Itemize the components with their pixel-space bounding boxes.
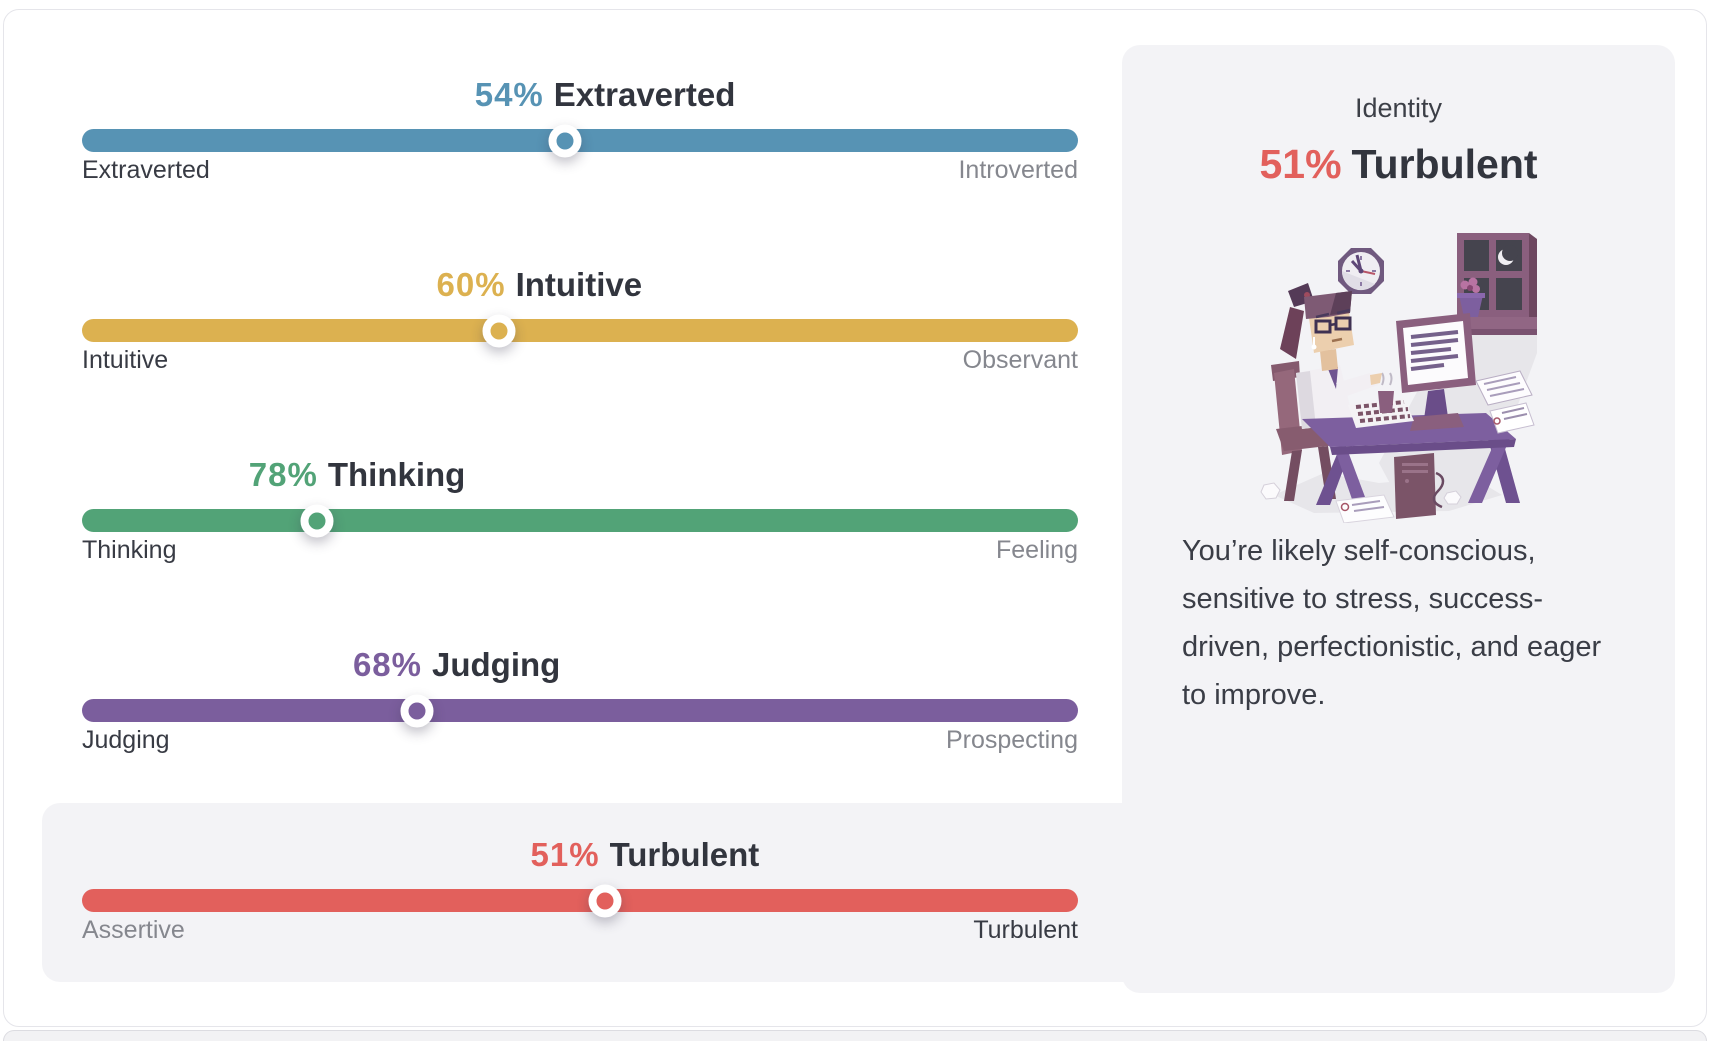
- identity-panel: Identity 51% Turbulent: [1122, 45, 1675, 993]
- trait-title: 60% Intuitive: [437, 264, 643, 306]
- computer-tower-icon: [1393, 453, 1436, 519]
- left-pole-label: Intuitive: [82, 346, 169, 374]
- trait-slider-handle[interactable]: [548, 124, 582, 157]
- right-pole-label: Observant: [962, 346, 1078, 374]
- trait-winner-name: Turbulent: [609, 836, 760, 873]
- identity-heading: Identity: [1354, 93, 1443, 123]
- right-pole-label: Turbulent: [973, 916, 1078, 944]
- flower-pot-icon: [1456, 277, 1485, 317]
- person-arm: [1335, 373, 1382, 397]
- trait-slider-handle[interactable]: [482, 314, 516, 347]
- left-pole-label: Thinking: [82, 536, 177, 564]
- person-at-desk-icon: [1279, 283, 1354, 429]
- trait-row-thinking-feeling: 78% Thinking Thinking Feeling: [82, 450, 1078, 635]
- trait-percent-value: 60%: [436, 266, 506, 303]
- trait-row-extraverted-introverted: 54% Extraverted Extraverted Introverted: [82, 70, 1078, 255]
- right-pole-label: Introverted: [958, 156, 1078, 184]
- trait-title: 68% Judging: [353, 644, 560, 686]
- trait-percent-value: 51%: [530, 836, 600, 873]
- trait-row-assertive-turbulent: 51% Turbulent Assertive Turbulent: [82, 830, 1078, 1015]
- trait-scale-labels: Thinking Feeling: [82, 536, 1078, 565]
- trait-winner-name: Judging: [432, 646, 561, 683]
- trait-title: 78% Thinking: [249, 454, 466, 496]
- trait-slider-track[interactable]: [82, 884, 1078, 917]
- trait-slider-track[interactable]: [82, 504, 1078, 537]
- printer-paper-icon: [1474, 370, 1535, 434]
- trait-scale-labels: Assertive Turbulent: [82, 916, 1078, 945]
- identity-description: You’re likely self-conscious, sensitive …: [1182, 535, 1602, 711]
- trait-percent-value: 54%: [474, 76, 544, 113]
- right-pole-label: Prospecting: [945, 726, 1078, 754]
- trait-row-intuitive-observant: 60% Intuitive Intuitive Observant: [82, 260, 1078, 445]
- identity-percent-value: 51%: [1259, 141, 1342, 187]
- trait-winner-name: Extraverted: [553, 76, 736, 113]
- trait-row-judging-prospecting: 68% Judging Judging Prospecting: [82, 640, 1078, 825]
- trait-scale-labels: Intuitive Observant: [82, 346, 1078, 375]
- trait-percent-value: 68%: [352, 646, 423, 683]
- trait-title: 51% Turbulent: [531, 834, 760, 876]
- trait-winner-name: Thinking: [327, 456, 466, 493]
- left-pole-label: Extraverted: [82, 156, 210, 184]
- trait-slider-track[interactable]: [82, 694, 1078, 727]
- trait-slider-track[interactable]: [82, 124, 1078, 157]
- crumpled-paper-icon: [1259, 482, 1462, 505]
- monitor-icon: [1395, 313, 1476, 431]
- trait-percent-value: 78%: [248, 456, 318, 493]
- identity-illustration: [1259, 233, 1537, 523]
- trait-scale-labels: Judging Prospecting: [82, 726, 1078, 755]
- identity-value: 51% Turbulent: [1122, 141, 1675, 188]
- clock-icon: [1337, 248, 1384, 294]
- trait-title: 54% Extraverted: [475, 74, 736, 116]
- left-pole-label: Judging: [82, 726, 170, 754]
- trait-slider-handle[interactable]: [300, 504, 334, 537]
- trait-slider-track[interactable]: [82, 314, 1078, 347]
- right-pole-label: Feeling: [996, 536, 1078, 564]
- next-section-peek: [3, 1030, 1707, 1041]
- trait-scale-labels: Extraverted Introverted: [82, 156, 1078, 185]
- coffee-cup-icon: [1377, 372, 1394, 413]
- trait-slider-handle[interactable]: [400, 694, 434, 727]
- identity-trait-name: Turbulent: [1351, 141, 1538, 187]
- trait-slider-handle[interactable]: [588, 884, 622, 917]
- left-pole-label: Assertive: [82, 916, 185, 944]
- power-cable: [1432, 471, 1444, 509]
- floor-paper-icon: [1334, 494, 1395, 523]
- trait-winner-name: Intuitive: [515, 266, 643, 303]
